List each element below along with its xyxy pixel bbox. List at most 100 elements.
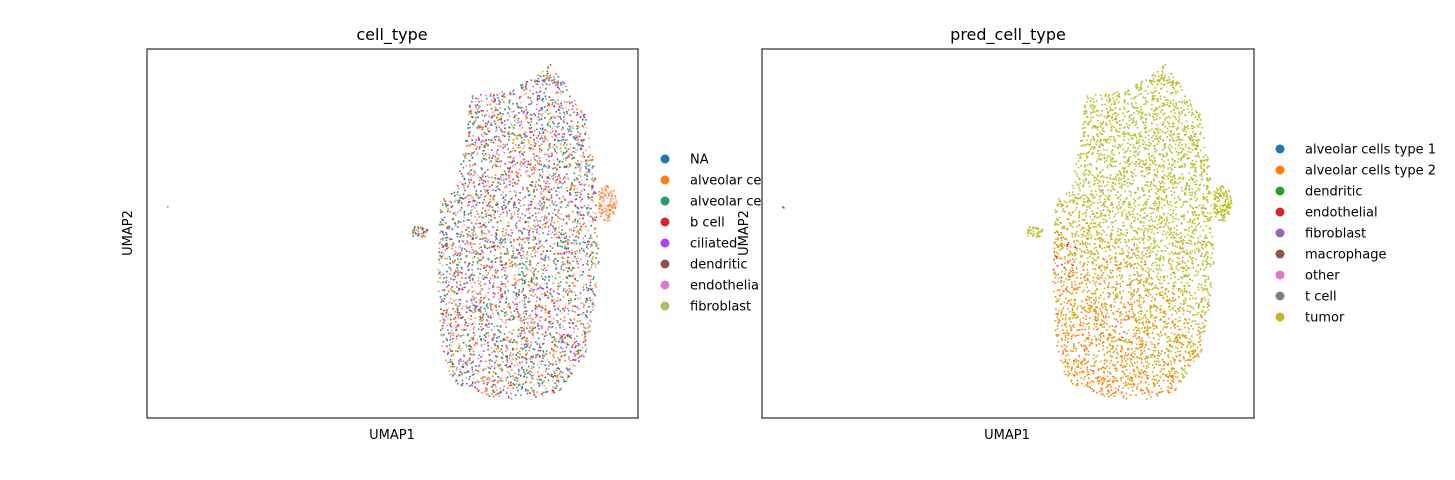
scatter-point <box>535 82 537 85</box>
scatter-point <box>526 113 528 115</box>
scatter-point <box>487 315 489 317</box>
scatter-point <box>574 365 576 367</box>
scatter-point <box>555 181 558 184</box>
scatter-point <box>522 289 524 292</box>
scatter-point <box>602 197 604 199</box>
scatter-point <box>487 239 490 241</box>
scatter-point <box>556 186 559 189</box>
scatter-point <box>549 334 552 336</box>
scatter-point <box>1121 274 1123 277</box>
scatter-point <box>538 157 541 159</box>
scatter-point <box>585 315 587 317</box>
scatter-point <box>579 170 581 173</box>
scatter-point <box>577 144 580 147</box>
scatter-point <box>485 276 488 279</box>
scatter-point <box>537 382 540 384</box>
scatter-point <box>529 227 532 230</box>
scatter-point <box>555 383 558 385</box>
scatter-point <box>552 317 555 320</box>
scatter-point <box>520 95 522 98</box>
scatter-point <box>505 313 508 315</box>
scatter-point <box>495 221 498 224</box>
scatter-point <box>471 278 474 280</box>
scatter-point <box>513 240 515 242</box>
scatter-point <box>516 103 519 106</box>
scatter-point <box>572 105 574 107</box>
scatter-point <box>480 297 482 299</box>
scatter-point <box>520 257 523 260</box>
scatter-point <box>545 197 548 200</box>
scatter-point <box>507 200 510 203</box>
scatter-point <box>545 78 547 80</box>
scatter-point <box>575 105 578 107</box>
scatter-point <box>555 190 557 192</box>
scatter-point <box>527 204 530 207</box>
scatter-point <box>565 222 568 224</box>
scatter-point <box>527 194 530 197</box>
scatter-point <box>569 299 572 301</box>
scatter-point <box>507 336 509 339</box>
scatter-point <box>562 158 565 160</box>
scatter-point <box>581 206 584 209</box>
scatter-point <box>547 67 549 70</box>
scatter-point <box>458 343 460 345</box>
scatter-point <box>587 211 590 214</box>
scatter-point <box>546 207 548 209</box>
scatter-point <box>460 197 462 199</box>
scatter-point <box>548 213 551 216</box>
scatter-point <box>461 277 463 279</box>
scatter-point <box>513 364 516 367</box>
scatter-point <box>584 235 586 237</box>
scatter-point <box>420 227 422 229</box>
scatter-point <box>441 313 444 315</box>
scatter-point <box>500 340 502 342</box>
scatter-point <box>524 171 527 173</box>
scatter-point <box>501 293 503 295</box>
scatter-point <box>591 177 593 179</box>
scatter-point <box>496 392 499 395</box>
scatter-point <box>467 243 470 246</box>
scatter-point <box>467 227 469 230</box>
scatter-point <box>501 295 504 297</box>
scatter-point <box>538 90 541 93</box>
scatter-point <box>551 275 554 277</box>
scatter-point <box>467 234 470 236</box>
scatter-point <box>560 265 563 268</box>
scatter-point <box>509 166 512 169</box>
scatter-point <box>554 257 557 260</box>
scatter-point <box>443 234 445 236</box>
scatter-point <box>552 146 555 149</box>
scatter-point <box>474 317 476 319</box>
scatter-point <box>578 181 581 184</box>
scatter-point <box>1115 297 1118 299</box>
scatter-point <box>537 211 540 214</box>
scatter-point <box>559 166 561 168</box>
scatter-point <box>438 258 440 261</box>
scatter-point <box>538 145 540 147</box>
scatter-point <box>1098 155 1100 157</box>
scatter-point <box>484 376 486 378</box>
scatter-point <box>612 204 615 207</box>
scatter-point <box>558 271 561 274</box>
scatter-point <box>480 249 483 252</box>
scatter-point <box>1069 275 1071 278</box>
scatter-point <box>520 150 522 152</box>
scatter-point <box>507 167 509 170</box>
scatter-point <box>464 282 466 285</box>
scatter-point <box>546 75 549 77</box>
scatter-point <box>439 254 441 257</box>
scatter-point <box>491 115 493 118</box>
scatter-point <box>491 206 494 209</box>
scatter-point <box>507 225 509 227</box>
scatter-point <box>508 108 511 110</box>
scatter-point <box>445 315 447 318</box>
scatter-point <box>1096 216 1098 219</box>
scatter-point <box>539 240 542 243</box>
scatter-point <box>539 204 542 207</box>
scatter-point <box>582 153 585 156</box>
scatter-point <box>456 199 459 202</box>
scatter-point <box>474 381 477 384</box>
scatter-point <box>501 241 503 243</box>
scatter-point <box>473 298 476 301</box>
scatter-point <box>502 266 505 269</box>
